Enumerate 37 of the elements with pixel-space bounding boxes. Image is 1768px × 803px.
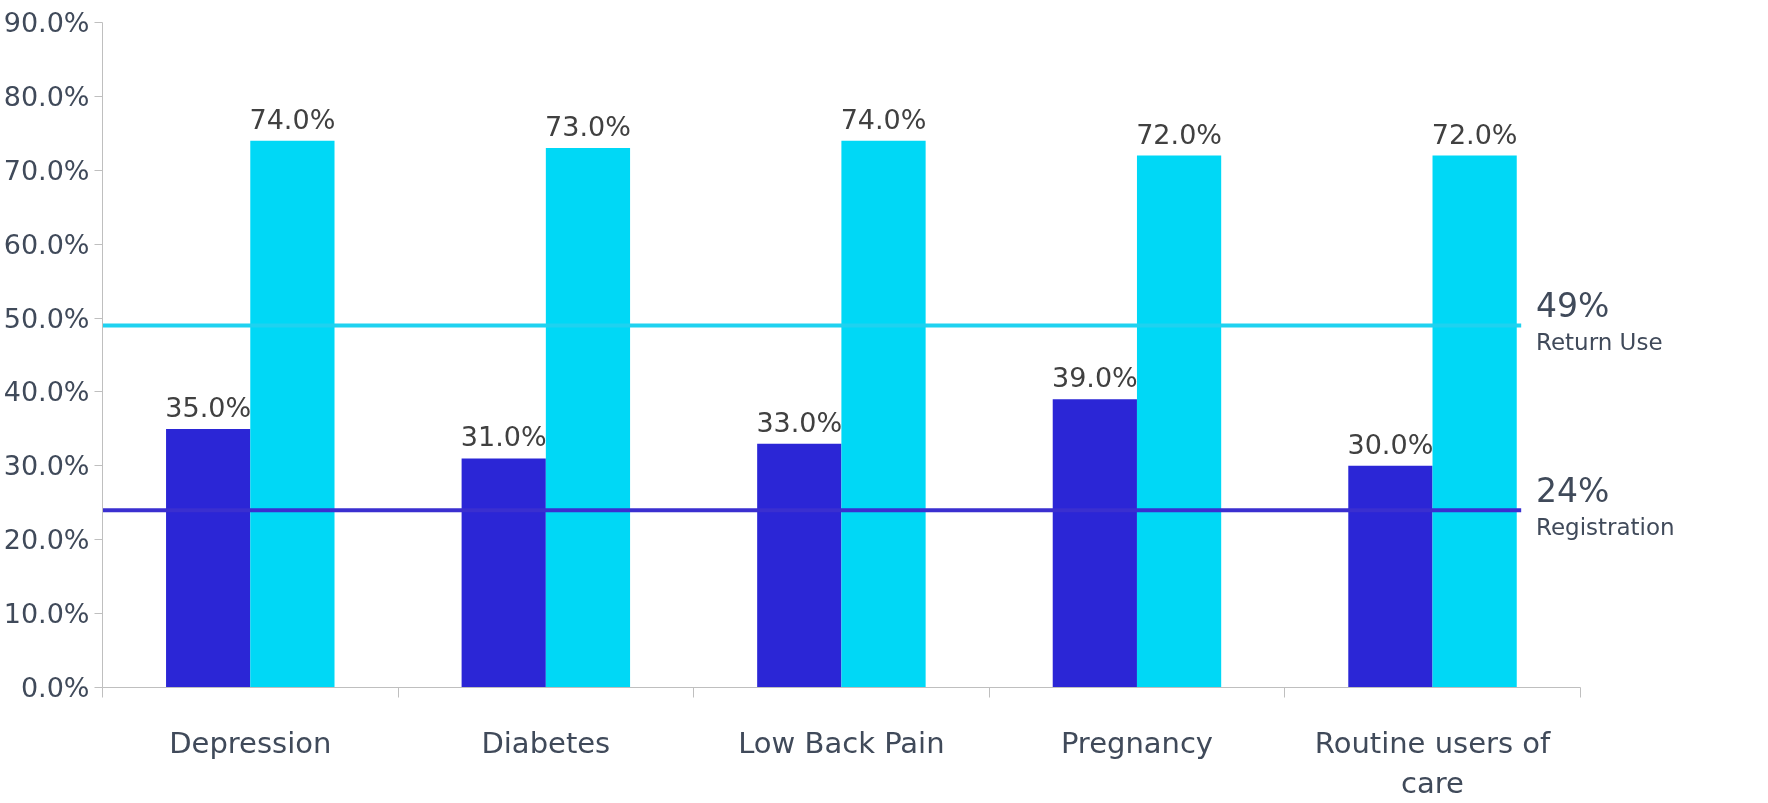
x-tick-label: Depression <box>169 725 332 760</box>
bar <box>1052 399 1137 688</box>
x-tick-label: Pregnancy <box>1060 725 1214 760</box>
data-label: 72.0% <box>1431 118 1518 150</box>
bar <box>841 140 926 688</box>
y-tick-label: 80.0% <box>3 80 90 112</box>
bar <box>545 148 631 688</box>
y-tick-label: 20.0% <box>3 524 90 556</box>
y-tick-label: 30.0% <box>3 450 90 482</box>
data-label: 33.0% <box>756 406 843 438</box>
data-label: 72.0% <box>1136 118 1222 150</box>
data-label: 30.0% <box>1347 428 1434 460</box>
data-label: 74.0% <box>840 103 927 135</box>
data-label: 73.0% <box>545 111 631 143</box>
bar <box>250 140 335 688</box>
ref-line-label: 49% Return Use <box>1535 286 1663 356</box>
data-label: 39.0% <box>1051 362 1138 394</box>
ref-line-label: 24% Registration <box>1535 471 1675 541</box>
x-tick-label: Diabetes <box>481 725 611 760</box>
y-tick-label: 10.0% <box>3 598 90 630</box>
x-tick-label: Low Back Pain <box>738 725 945 760</box>
y-tick-label: 0.0% <box>20 672 90 703</box>
y-tick-label: 50.0% <box>3 302 90 334</box>
data-label: 35.0% <box>165 391 252 423</box>
bar <box>1432 155 1517 688</box>
bar <box>461 458 546 688</box>
bar <box>166 428 251 688</box>
y-tick-label: 90.0% <box>3 7 90 38</box>
bar <box>1136 155 1222 688</box>
y-tick-label: 60.0% <box>3 228 90 260</box>
y-tick-label: 70.0% <box>3 154 90 186</box>
y-tick-label: 40.0% <box>3 376 90 408</box>
bar <box>757 443 842 688</box>
data-label: 74.0% <box>249 103 336 135</box>
data-label: 31.0% <box>460 421 547 453</box>
bar <box>1348 465 1433 688</box>
x-tick-label: Routine users of care <box>1314 725 1551 801</box>
